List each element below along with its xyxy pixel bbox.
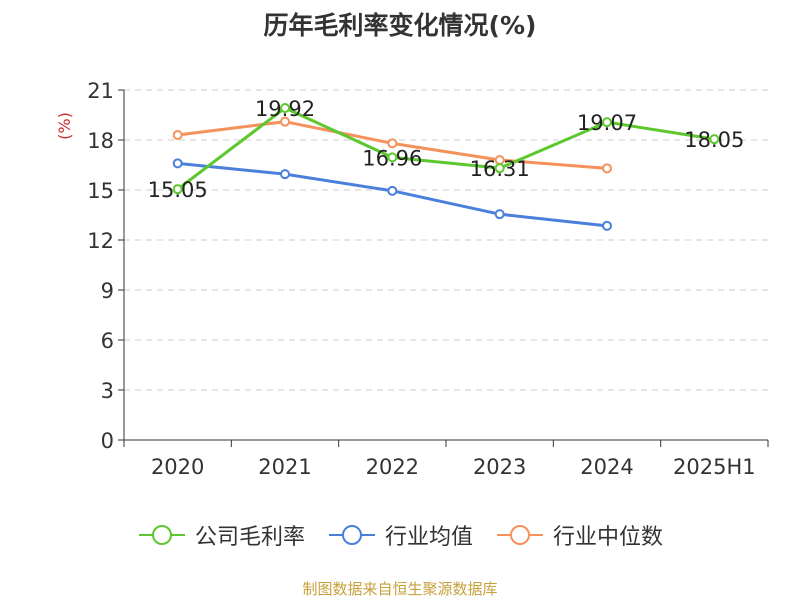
data-point <box>602 163 612 174</box>
source-note: 制图数据来自恒生聚源数据库 <box>302 580 498 598</box>
y-axis-label: (%) <box>55 112 74 140</box>
legend-item: 公司毛利率 <box>137 519 305 551</box>
data-point <box>709 134 720 145</box>
y-tick-label: 12 <box>87 229 114 253</box>
legend-label: 行业中位数 <box>553 525 664 550</box>
legend-item: 行业均值 <box>327 519 473 551</box>
data-point <box>494 209 505 220</box>
data-point <box>280 169 290 180</box>
y-tick-label: 21 <box>87 79 114 103</box>
y-tick-label: 6 <box>101 329 114 353</box>
y-tick-label: 18 <box>87 129 114 153</box>
data-point <box>602 220 612 231</box>
legend-swatch <box>328 525 375 545</box>
chart-title: 历年毛利率变化情况(%) <box>263 11 537 40</box>
x-tick-label: 2023 <box>473 455 526 479</box>
x-tick-label: 2022 <box>366 455 419 479</box>
y-tick-label: 9 <box>101 279 114 303</box>
data-point <box>387 138 398 149</box>
data-point <box>494 163 505 174</box>
y-tick-label: 3 <box>101 379 114 403</box>
data-point <box>387 185 398 196</box>
data-label: 19.92 <box>255 97 315 121</box>
legend-label: 公司毛利率 <box>194 525 305 550</box>
legend-item: 行业中位数 <box>495 519 663 551</box>
data-label: 16.31 <box>470 157 530 181</box>
data-point <box>280 103 290 113</box>
x-tick-label: 2020 <box>151 455 204 479</box>
y-tick-label: 15 <box>87 179 114 203</box>
data-point <box>387 152 398 163</box>
series-line <box>176 106 715 191</box>
data-label: 19.07 <box>577 111 637 135</box>
legend-swatch <box>497 525 543 545</box>
x-tick-label: 2025H1 <box>673 455 756 479</box>
data-label: 18.05 <box>684 128 744 152</box>
data-point <box>172 184 183 195</box>
legend-swatch <box>138 525 185 545</box>
data-point <box>602 117 612 128</box>
x-tick-label: 2024 <box>580 455 633 479</box>
data-point <box>280 116 290 127</box>
x-tick-label: 2021 <box>258 455 311 479</box>
chart-legend: 公司毛利率 行业均值 行业中位数 <box>0 519 800 551</box>
data-label: 16.96 <box>362 146 422 170</box>
data-point <box>172 130 183 140</box>
data-point <box>172 158 183 169</box>
y-tick-label: 0 <box>101 429 114 453</box>
legend-label: 行业均值 <box>384 525 473 550</box>
data-label: 15.05 <box>148 178 208 202</box>
